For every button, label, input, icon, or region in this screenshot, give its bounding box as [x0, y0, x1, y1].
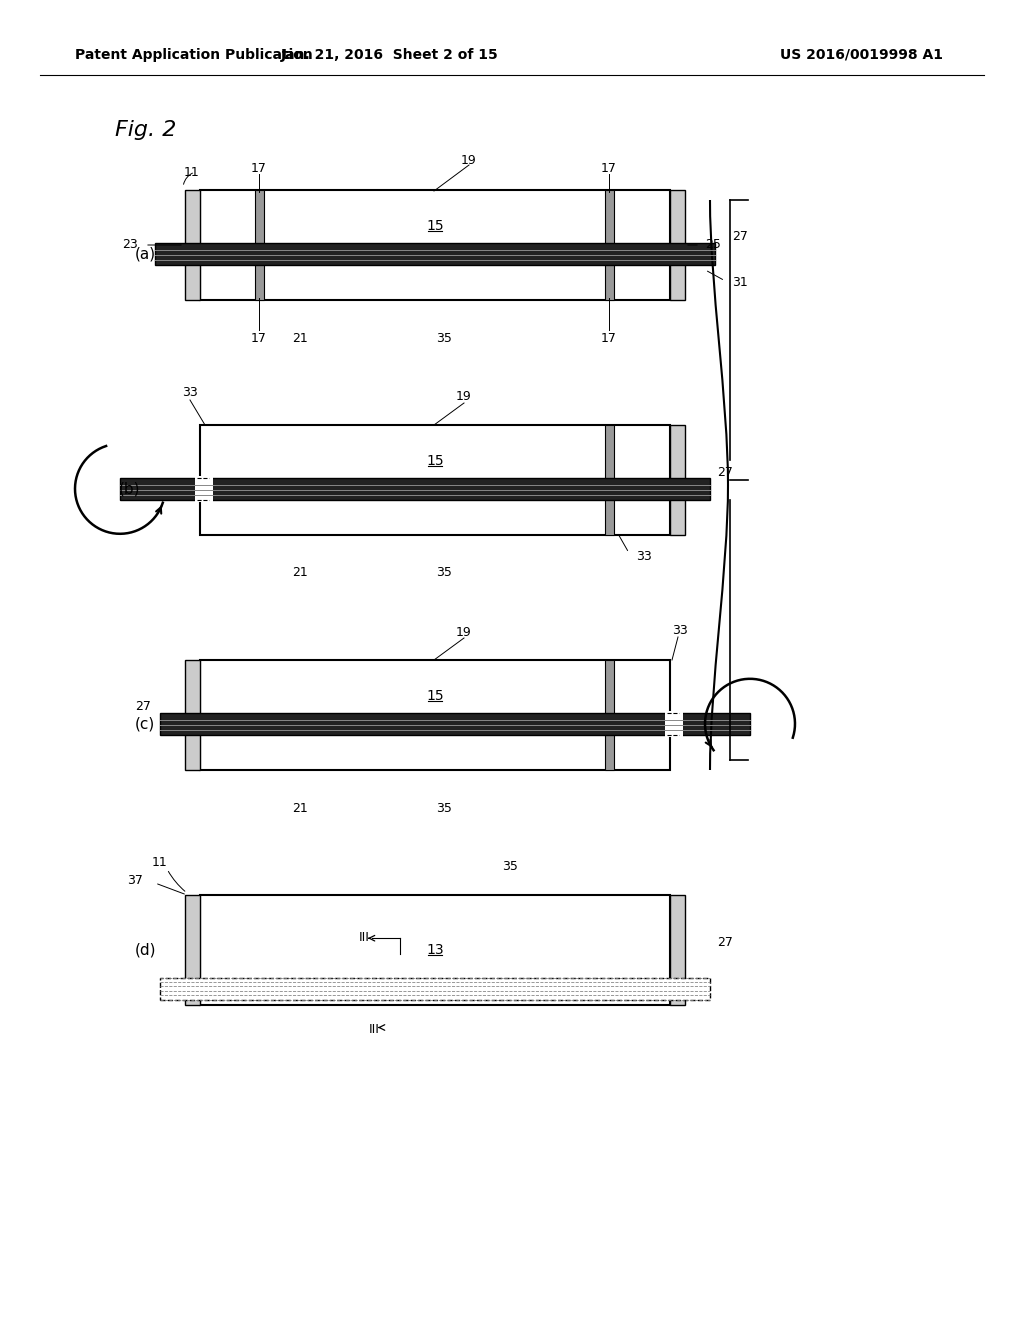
Bar	[670, 425, 685, 535]
Bar	[665, 710, 683, 737]
Text: 27: 27	[135, 701, 151, 714]
Text: 15: 15	[426, 219, 443, 234]
Bar	[605, 660, 614, 770]
Text: US 2016/0019998 A1: US 2016/0019998 A1	[780, 48, 943, 62]
Text: (b): (b)	[119, 482, 140, 496]
Bar	[160, 978, 710, 999]
Text: 31: 31	[732, 276, 748, 289]
Text: 33: 33	[182, 387, 198, 400]
Bar	[200, 895, 670, 1005]
Text: (a): (a)	[134, 247, 156, 261]
Text: 21: 21	[292, 566, 308, 579]
Text: Jan. 21, 2016  Sheet 2 of 15: Jan. 21, 2016 Sheet 2 of 15	[282, 48, 499, 62]
Text: 21: 21	[292, 331, 308, 345]
Text: 21: 21	[292, 801, 308, 814]
Bar	[185, 190, 200, 300]
Text: III: III	[369, 1023, 380, 1036]
Text: 17: 17	[601, 161, 616, 174]
Text: 33: 33	[636, 550, 652, 564]
Bar	[200, 425, 670, 535]
Text: 37: 37	[127, 874, 143, 887]
Text: Patent Application Publication: Patent Application Publication	[75, 48, 312, 62]
Text: 15: 15	[426, 689, 443, 704]
Text: 27: 27	[732, 231, 748, 243]
Bar	[200, 660, 670, 770]
Text: 15: 15	[426, 454, 443, 469]
Text: 19: 19	[456, 391, 472, 404]
Bar	[200, 190, 670, 300]
Text: (c): (c)	[135, 717, 155, 731]
Bar	[185, 895, 200, 1005]
Text: III: III	[359, 931, 370, 944]
Text: 25: 25	[706, 239, 721, 252]
Text: 11: 11	[184, 165, 200, 178]
Text: 33: 33	[672, 623, 688, 636]
Text: 27: 27	[717, 936, 733, 949]
Text: 35: 35	[436, 566, 452, 579]
Text: (d): (d)	[134, 942, 156, 957]
Bar	[605, 425, 614, 535]
Text: 19: 19	[456, 626, 472, 639]
Text: Fig. 2: Fig. 2	[115, 120, 176, 140]
Text: 17: 17	[251, 331, 267, 345]
Bar	[160, 713, 750, 735]
Bar	[670, 190, 685, 300]
Text: 23: 23	[122, 239, 138, 252]
Bar	[670, 895, 685, 1005]
Text: 27: 27	[717, 466, 733, 479]
Text: 17: 17	[251, 161, 267, 174]
Text: 17: 17	[601, 331, 616, 345]
Bar	[195, 475, 213, 502]
Bar	[255, 190, 264, 300]
Text: 13: 13	[426, 942, 443, 957]
Text: 35: 35	[436, 331, 452, 345]
Text: 11: 11	[153, 857, 168, 870]
Text: 19: 19	[461, 153, 477, 166]
Text: 35: 35	[502, 861, 518, 874]
Bar	[605, 190, 614, 300]
Text: 35: 35	[436, 801, 452, 814]
Bar	[120, 478, 710, 500]
Bar	[185, 660, 200, 770]
Bar	[155, 243, 715, 265]
